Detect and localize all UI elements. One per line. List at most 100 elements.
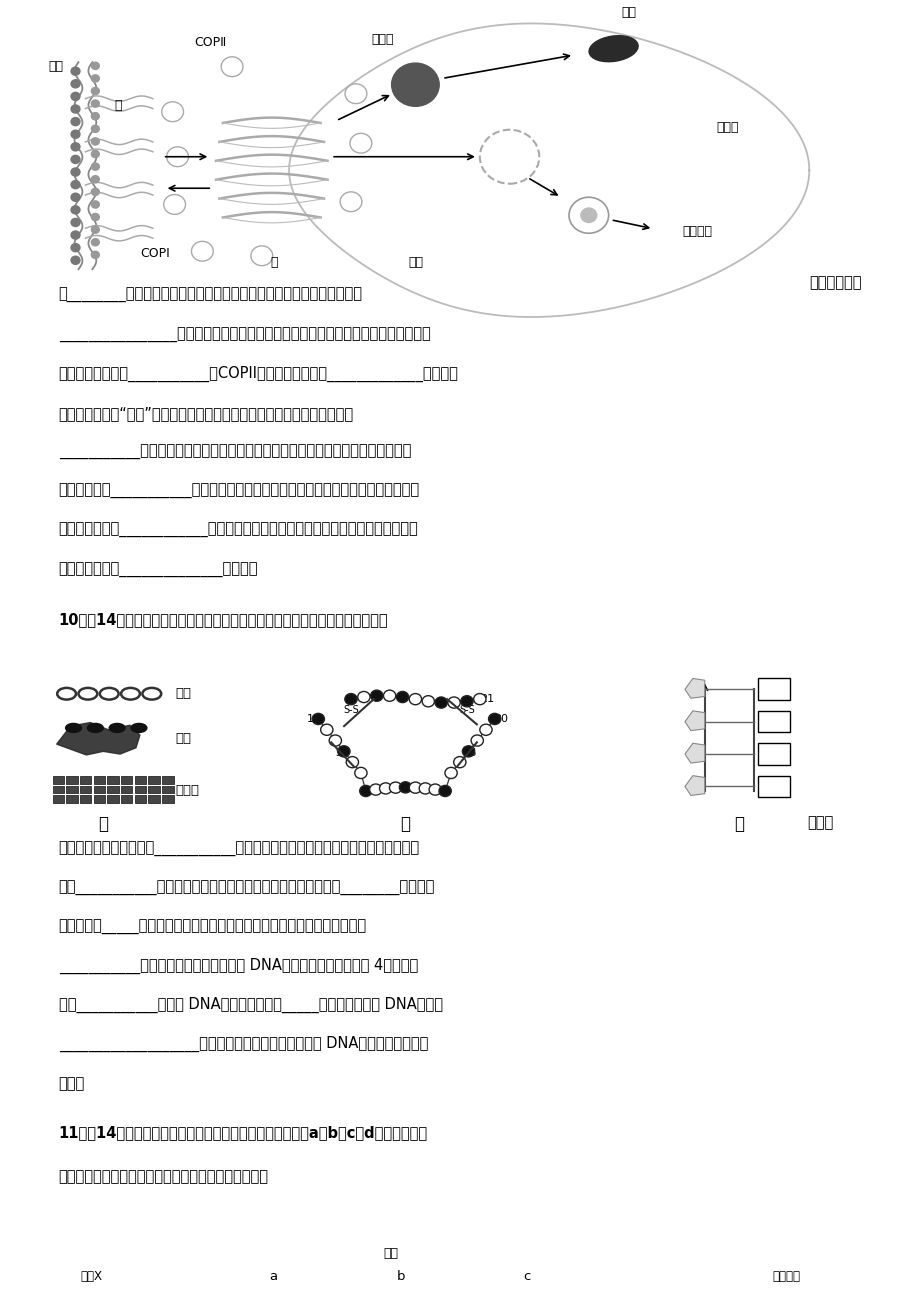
Text: 下表是其中三种细胞器的化学成分。请回答相关问题：: 下表是其中三种细胞器的化学成分。请回答相关问题：	[59, 1169, 268, 1185]
Circle shape	[71, 193, 80, 202]
Circle shape	[71, 219, 80, 227]
Circle shape	[312, 713, 324, 724]
FancyBboxPatch shape	[757, 776, 789, 797]
Circle shape	[91, 214, 99, 220]
Circle shape	[91, 112, 99, 120]
Circle shape	[91, 100, 99, 107]
Bar	[162, 796, 174, 802]
Bar	[66, 776, 78, 784]
Text: 乙________（细胞器名称）。除了图中所示的功能外，溶酶体还能夠分解: 乙________（细胞器名称）。除了图中所示的功能外，溶酶体还能夠分解	[59, 289, 362, 303]
Circle shape	[71, 68, 80, 76]
Ellipse shape	[65, 724, 82, 733]
Circle shape	[91, 238, 99, 246]
Circle shape	[321, 724, 333, 736]
Circle shape	[462, 746, 474, 756]
Circle shape	[419, 783, 431, 794]
Text: ________________，以保持细胞的功能稳定。脂溶性物质容易透过细胞膜，表明细胞: ________________，以保持细胞的功能稳定。脂溶性物质容易透过细胞膜…	[59, 328, 430, 342]
Circle shape	[369, 784, 381, 796]
Bar	[80, 786, 91, 793]
Polygon shape	[685, 678, 704, 698]
Circle shape	[71, 130, 80, 138]
FancyBboxPatch shape	[163, 1240, 737, 1302]
Text: 细菌: 细菌	[620, 7, 635, 20]
Circle shape	[488, 713, 500, 724]
Circle shape	[91, 125, 99, 133]
Text: 10．（14分）下图是生物体内几种有机物的部分结构示意图，请回答下列问题：: 10．（14分）下图是生物体内几种有机物的部分结构示意图，请回答下列问题：	[59, 612, 388, 628]
Text: S-S: S-S	[343, 704, 358, 715]
Circle shape	[329, 734, 341, 746]
Circle shape	[480, 724, 492, 736]
Text: 分泌蛋白: 分泌蛋白	[771, 1269, 800, 1282]
Circle shape	[409, 783, 421, 793]
Circle shape	[71, 230, 80, 240]
Circle shape	[422, 695, 434, 707]
Circle shape	[91, 151, 99, 158]
Circle shape	[428, 784, 441, 796]
Ellipse shape	[588, 35, 638, 61]
Text: 囊泡: 囊泡	[407, 256, 423, 270]
Circle shape	[445, 767, 457, 779]
Circle shape	[460, 695, 472, 707]
Text: T: T	[769, 780, 777, 793]
Circle shape	[359, 785, 371, 797]
Text: 淠粉: 淠粉	[176, 687, 191, 700]
Circle shape	[380, 783, 391, 794]
Bar	[148, 796, 160, 802]
Circle shape	[71, 206, 80, 214]
Circle shape	[71, 105, 80, 113]
FancyBboxPatch shape	[743, 1264, 828, 1289]
Text: ___________功能。丙图所示化合物为人 DNA的部分片段，其中结构 4的中文名: ___________功能。丙图所示化合物为人 DNA的部分片段，其中结构 4的…	[59, 958, 417, 974]
Polygon shape	[685, 743, 704, 763]
Polygon shape	[685, 711, 704, 730]
Text: ___________可以帮助实现这些蛋白质的回收。囊泡与细胞膜融合过程反映了生物膜: ___________可以帮助实现这些蛋白质的回收。囊泡与细胞膜融合过程反映了生…	[59, 445, 411, 460]
Polygon shape	[57, 723, 140, 755]
Bar	[148, 776, 160, 784]
Text: S: S	[470, 749, 475, 758]
FancyBboxPatch shape	[509, 1264, 545, 1289]
Circle shape	[91, 189, 99, 195]
Text: 30: 30	[494, 713, 508, 724]
Text: 丙: 丙	[733, 815, 743, 833]
Bar	[66, 786, 78, 793]
Bar	[108, 796, 119, 802]
Text: 甲: 甲	[114, 99, 121, 112]
Text: 糖原: 糖原	[176, 732, 191, 745]
Ellipse shape	[130, 724, 147, 733]
Text: G: G	[768, 715, 778, 728]
FancyBboxPatch shape	[382, 1264, 418, 1289]
Text: COPⅠ: COPⅠ	[140, 247, 169, 260]
Text: 1: 1	[307, 713, 313, 724]
Circle shape	[91, 87, 99, 95]
Bar	[108, 786, 119, 793]
Text: S: S	[335, 749, 341, 758]
Circle shape	[91, 201, 99, 208]
Circle shape	[91, 163, 99, 171]
Text: 在结构上具有___________特点。该细胞分泌出的蛋白质在人体内被运输到靶细胞时，: 在结构上具有___________特点。该细胞分泌出的蛋白质在人体内被运输到靶细…	[59, 484, 419, 499]
Text: c: c	[523, 1269, 530, 1282]
Circle shape	[383, 690, 395, 702]
Bar	[134, 796, 146, 802]
Circle shape	[389, 783, 402, 793]
Text: 溶酶体起源于: 溶酶体起源于	[808, 275, 860, 290]
Polygon shape	[685, 776, 704, 796]
Text: C: C	[769, 747, 777, 760]
Circle shape	[473, 694, 485, 704]
Circle shape	[337, 746, 349, 756]
Circle shape	[91, 227, 99, 233]
Circle shape	[471, 734, 482, 746]
Text: 细胞: 细胞	[382, 1247, 398, 1260]
Text: 氨基，含有_____个肽键。胰岛素具有降低血糖的作用，由此说明蛋白质具有: 氨基，含有_____个肽键。胰岛素具有降低血糖的作用，由此说明蛋白质具有	[59, 921, 367, 935]
Text: 乙: 乙	[400, 815, 410, 833]
Circle shape	[71, 155, 80, 164]
Circle shape	[91, 251, 99, 259]
Bar	[52, 776, 64, 784]
Bar	[80, 796, 91, 802]
Circle shape	[71, 143, 80, 151]
Text: 分泌蛋白: 分泌蛋白	[682, 225, 712, 238]
Bar	[52, 786, 64, 793]
Text: 名称）向乙运输“货物”。若定位在甲中的某些蛋白质偶然掺入乙，则图中的: 名称）向乙运输“货物”。若定位在甲中的某些蛋白质偶然掺入乙，则图中的	[59, 406, 354, 421]
Circle shape	[453, 756, 465, 768]
Text: b: b	[396, 1269, 404, 1282]
Bar	[94, 796, 105, 802]
Bar	[52, 796, 64, 802]
